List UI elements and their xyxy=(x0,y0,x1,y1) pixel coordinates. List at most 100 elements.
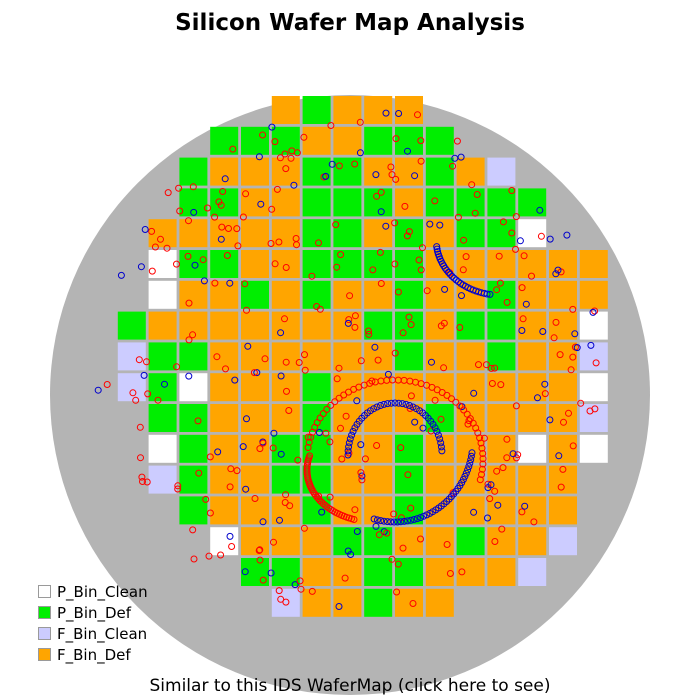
defect-point xyxy=(423,511,431,519)
defect-point xyxy=(446,270,454,278)
defect-point xyxy=(139,478,146,485)
die-11-14 xyxy=(518,434,547,463)
defect-point xyxy=(387,163,395,171)
die-5-15 xyxy=(549,250,577,278)
defect-point xyxy=(395,399,403,407)
defect-point xyxy=(451,154,459,162)
defect-point xyxy=(315,429,323,436)
defect-point xyxy=(419,244,426,252)
defect-point xyxy=(557,483,565,491)
defect-point xyxy=(211,213,219,221)
defect-point xyxy=(331,398,339,406)
die-2-5 xyxy=(241,157,269,186)
defect-point xyxy=(315,239,322,247)
defect-point xyxy=(225,225,232,232)
defect-point xyxy=(273,185,281,193)
defect-point xyxy=(344,447,352,455)
defect-point xyxy=(371,343,379,351)
defect-point xyxy=(512,402,520,410)
defect-point xyxy=(283,387,290,395)
die-15-14 xyxy=(518,558,547,586)
defect-point xyxy=(503,454,511,462)
defect-point xyxy=(256,445,264,453)
defect-point xyxy=(443,541,451,548)
die-10-5 xyxy=(241,404,269,432)
die-6-16 xyxy=(579,280,608,309)
die-2-11 xyxy=(425,157,454,186)
die-4-5 xyxy=(241,219,269,248)
die-6-4 xyxy=(210,280,239,309)
defect-point xyxy=(270,429,278,437)
defect-point xyxy=(591,307,599,315)
defect-point xyxy=(310,490,318,498)
defect-point xyxy=(433,427,441,435)
defect-point xyxy=(327,401,335,409)
defect-point xyxy=(559,465,567,473)
defect-point xyxy=(377,280,385,287)
defect-point xyxy=(136,423,144,431)
defect-point xyxy=(358,476,366,484)
die-8-6 xyxy=(271,342,300,371)
defect-point xyxy=(257,200,265,208)
defect-point xyxy=(259,439,267,447)
defect-point xyxy=(335,364,343,372)
defect-point xyxy=(256,546,264,554)
defect-point xyxy=(373,442,381,449)
defect-point xyxy=(351,312,359,320)
die-4-7 xyxy=(302,219,331,248)
defect-point xyxy=(345,316,353,324)
defect-point xyxy=(195,469,203,477)
defect-point xyxy=(353,397,361,405)
defect-point xyxy=(267,240,275,247)
defect-point xyxy=(437,322,445,330)
die-3-11 xyxy=(425,188,454,217)
defect-point xyxy=(391,260,399,268)
defect-point xyxy=(185,372,193,380)
defect-point xyxy=(456,402,464,410)
defect-point xyxy=(190,208,198,216)
die-9-6 xyxy=(271,373,300,402)
die-6-5 xyxy=(241,280,269,309)
defect-point xyxy=(413,515,421,523)
defect-point xyxy=(351,506,359,514)
defect-point xyxy=(499,218,507,226)
die-7-8 xyxy=(333,311,362,340)
die-2-4 xyxy=(210,157,239,186)
defect-point xyxy=(394,288,402,296)
defect-point xyxy=(344,451,352,459)
defect-point xyxy=(546,235,554,243)
die-10-2 xyxy=(148,404,177,432)
defect-point xyxy=(300,524,308,532)
defect-point xyxy=(407,516,415,524)
defect-point xyxy=(277,372,285,380)
defect-point xyxy=(577,399,585,407)
defect-point xyxy=(277,595,285,603)
defect-point xyxy=(470,508,478,516)
defect-point xyxy=(541,380,549,388)
defect-point xyxy=(405,228,413,236)
die-9-4 xyxy=(210,373,239,402)
defect-point xyxy=(390,510,398,518)
defect-point xyxy=(351,424,359,432)
defect-point xyxy=(528,272,535,280)
defect-point xyxy=(403,232,411,240)
defect-point xyxy=(219,188,227,195)
defect-point xyxy=(376,248,384,256)
defect-point xyxy=(530,518,538,526)
die-8-10 xyxy=(395,342,423,371)
defect-point xyxy=(117,271,125,279)
die-3-8 xyxy=(333,188,362,217)
defect-point xyxy=(322,429,330,437)
defect-point xyxy=(419,424,427,432)
footer-link[interactable]: Similar to this IDS WaferMap (click here… xyxy=(149,676,551,696)
defect-point xyxy=(282,165,290,173)
defect-point xyxy=(361,455,369,463)
die-11-3 xyxy=(179,434,208,463)
defect-point xyxy=(370,515,378,523)
defect-point xyxy=(411,172,419,180)
defect-point xyxy=(234,242,242,250)
die-7-9 xyxy=(364,311,393,340)
defect-point xyxy=(395,110,403,117)
defect-point xyxy=(164,189,172,197)
defect-point xyxy=(137,263,145,271)
